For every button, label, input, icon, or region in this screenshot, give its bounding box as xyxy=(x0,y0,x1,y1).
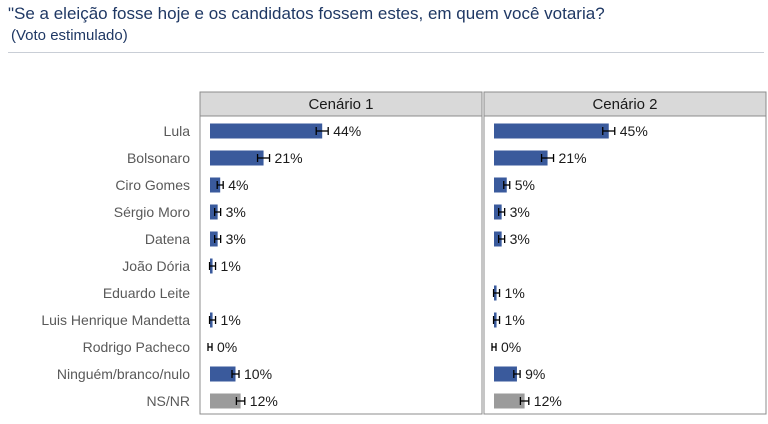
title-divider xyxy=(8,52,764,53)
panel-2-datena-value-label: 3% xyxy=(510,231,530,247)
panel-1-frame xyxy=(199,91,483,415)
panel-1-ns-nr-bar xyxy=(210,393,241,409)
panel-1-ns-nr-value-label: 12% xyxy=(250,393,278,409)
panel-2-ninguem-branco-nulo-value-label: 9% xyxy=(525,366,545,382)
panel-2-sergio-moro-value-label: 3% xyxy=(510,204,530,220)
panel-1-lula-bar xyxy=(210,123,323,139)
category-label-joao-doria: João Dória xyxy=(122,258,190,274)
category-label-ns-nr: NS/NR xyxy=(146,393,190,409)
panel-1-ninguem-branco-nulo-bar xyxy=(210,366,236,382)
category-label-rodrigo-pacheco: Rodrigo Pacheco xyxy=(83,339,191,355)
panel-1-rodrigo-pacheco-value-label: 0% xyxy=(217,339,237,355)
category-label-sergio-moro: Sérgio Moro xyxy=(114,204,190,220)
panel-2-sergio-moro-bar xyxy=(494,204,502,220)
panel-1-lula-value-label: 44% xyxy=(333,123,361,139)
panel-1-ciro-gomes-bar xyxy=(210,177,221,193)
panel-2-bolsonaro-bar xyxy=(494,150,548,166)
panel-2-header xyxy=(483,91,767,117)
panel-1-datena-value-label: 3% xyxy=(226,231,246,247)
panel-1-ninguem-branco-nulo-value-label: 10% xyxy=(244,366,272,382)
panel-1-bolsonaro-value-label: 21% xyxy=(275,150,303,166)
panel-1-ciro-gomes-value-label: 4% xyxy=(228,177,248,193)
panel-2-luis-henrique-mandetta-value-label: 1% xyxy=(505,312,525,328)
panel-1-header xyxy=(199,91,483,117)
panel-1-luis-henrique-mandetta-value-label: 1% xyxy=(221,312,241,328)
panel-1-datena-bar xyxy=(210,231,218,247)
panel-2-datena-bar xyxy=(494,231,502,247)
panel-1-sergio-moro-bar xyxy=(210,204,218,220)
panel-2-ninguem-branco-nulo-bar xyxy=(494,366,517,382)
panel-2-rodrigo-pacheco-value-label: 0% xyxy=(501,339,521,355)
panel-2-ns-nr-bar xyxy=(494,393,525,409)
panel-1-joao-doria-value-label: 1% xyxy=(221,258,241,274)
panel-2-eduardo-leite-value-label: 1% xyxy=(505,285,525,301)
question-title: "Se a eleição fosse hoje e os candidatos… xyxy=(8,4,605,23)
panel-2-ns-nr-value-label: 12% xyxy=(534,393,562,409)
category-label-lula: Lula xyxy=(164,123,191,139)
category-label-eduardo-leite: Eduardo Leite xyxy=(103,285,190,301)
panel-1-title: Cenário 1 xyxy=(308,96,373,113)
category-label-datena: Datena xyxy=(145,231,190,247)
panel-1-bolsonaro-bar xyxy=(210,150,264,166)
panel-2-lula-bar xyxy=(494,123,609,139)
category-label-bolsonaro: Bolsonaro xyxy=(127,150,190,166)
category-label-ciro-gomes: Ciro Gomes xyxy=(115,177,190,193)
category-label-luis-henrique-mandetta: Luis Henrique Mandetta xyxy=(41,312,190,328)
panel-2-title: Cenário 2 xyxy=(592,96,657,113)
panel-2-bolsonaro-value-label: 21% xyxy=(559,150,587,166)
question-subtitle: (Voto estimulado) xyxy=(11,27,128,44)
category-label-ninguem-branco-nulo: Ninguém/branco/nulo xyxy=(57,366,190,382)
panel-1-sergio-moro-value-label: 3% xyxy=(226,204,246,220)
panel-2-ciro-gomes-value-label: 5% xyxy=(515,177,535,193)
panel-2-lula-value-label: 45% xyxy=(620,123,648,139)
